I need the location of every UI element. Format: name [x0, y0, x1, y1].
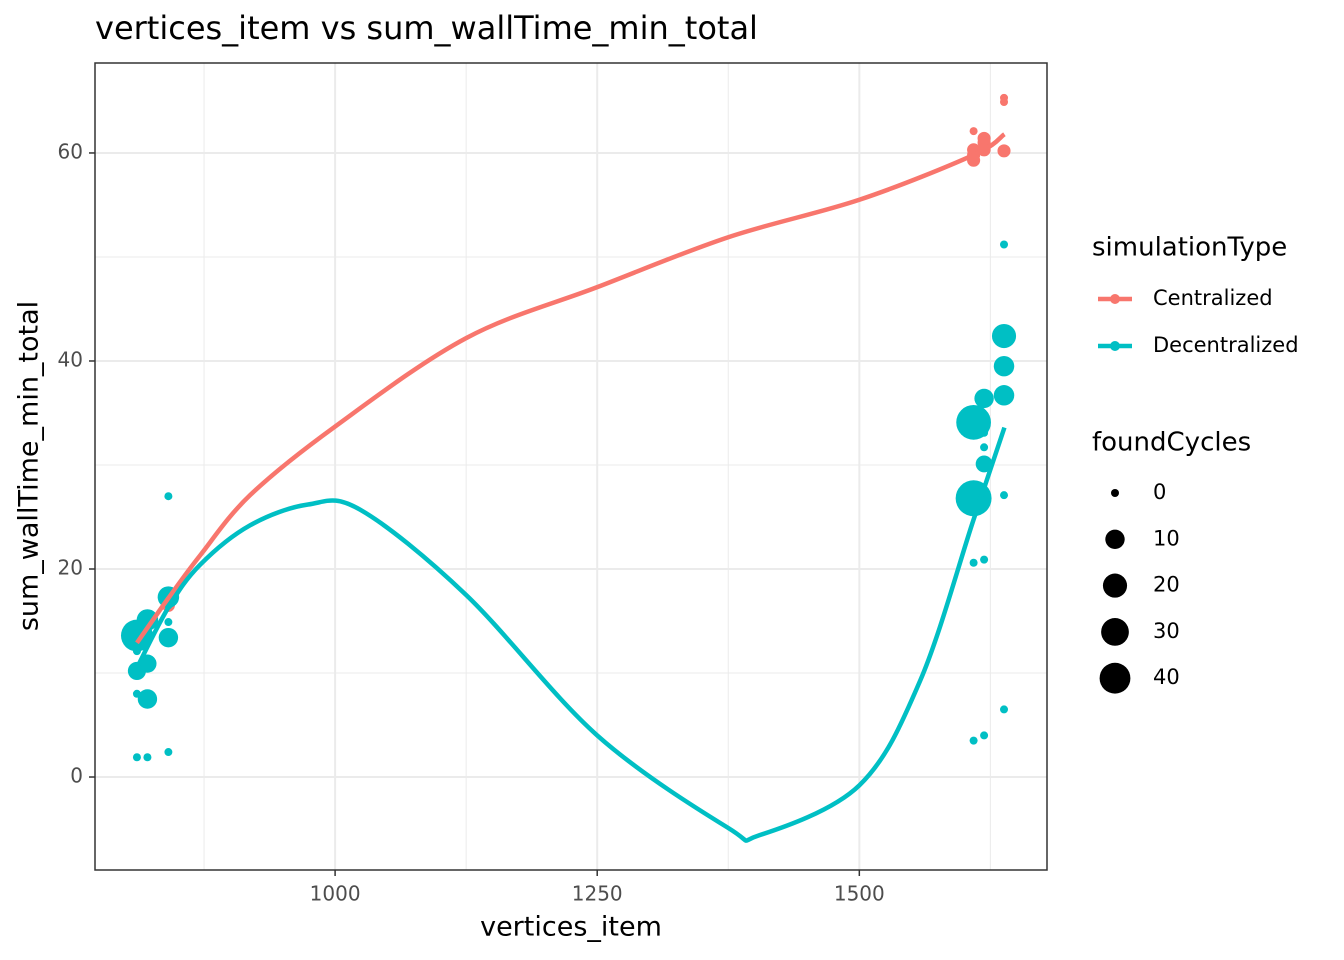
- size-legend-title: foundCycles: [1092, 428, 1251, 458]
- legend-label: Centralized: [1153, 286, 1273, 310]
- point: [164, 748, 173, 757]
- point: [132, 647, 141, 656]
- size-legend-label: 20: [1153, 573, 1180, 597]
- point: [980, 443, 989, 452]
- point: [991, 323, 1017, 349]
- point: [1000, 491, 1009, 500]
- legend-label: Decentralized: [1153, 333, 1299, 357]
- point: [980, 428, 989, 437]
- point: [969, 127, 978, 136]
- legend-dot: [1110, 294, 1120, 304]
- size-legend-label: 10: [1153, 526, 1180, 550]
- x-tick-label: 1000: [310, 882, 361, 906]
- y-tick-label: 20: [58, 556, 83, 580]
- y-tick-label: 40: [58, 347, 83, 371]
- point: [158, 627, 179, 648]
- point: [1000, 705, 1009, 714]
- fit-line: [134, 426, 1007, 843]
- point: [1000, 98, 1009, 107]
- point: [980, 555, 989, 564]
- size-legend-dot: [1102, 573, 1128, 598]
- size-legend-label: 0: [1153, 480, 1166, 504]
- point: [980, 731, 989, 740]
- y-tick-label: 60: [58, 139, 83, 163]
- point: [993, 355, 1015, 377]
- size-legend-dot: [1105, 529, 1125, 549]
- point: [1000, 240, 1009, 249]
- point: [164, 618, 173, 627]
- fit-line: [135, 132, 1006, 645]
- point: [164, 492, 173, 501]
- y-axis-title: sum_wallTime_min_total: [14, 301, 45, 631]
- point: [136, 609, 159, 631]
- point: [143, 753, 152, 762]
- size-legend-dot: [1101, 618, 1129, 646]
- point: [975, 455, 993, 473]
- point: [997, 144, 1011, 158]
- point: [132, 753, 141, 762]
- chart-title: vertices_item vs sum_wallTime_min_total: [95, 9, 758, 47]
- point: [993, 385, 1015, 406]
- x-tick-label: 1500: [834, 882, 885, 906]
- panel-border: [94, 62, 1048, 871]
- size-legend-dot: [1111, 489, 1119, 497]
- legend-title: simulationType: [1092, 233, 1287, 263]
- x-tick-label: 1250: [572, 882, 623, 906]
- point: [137, 689, 158, 709]
- size-legend-label: 40: [1153, 665, 1180, 689]
- point: [974, 388, 994, 409]
- legend-dot: [1110, 341, 1120, 351]
- point: [969, 736, 978, 745]
- y-tick-label: 0: [70, 764, 83, 788]
- plot-area: [120, 93, 1017, 843]
- point: [969, 558, 978, 567]
- size-legend-dot: [1099, 662, 1131, 694]
- size-legend-label: 30: [1153, 619, 1180, 643]
- x-axis-title: vertices_item: [480, 912, 662, 943]
